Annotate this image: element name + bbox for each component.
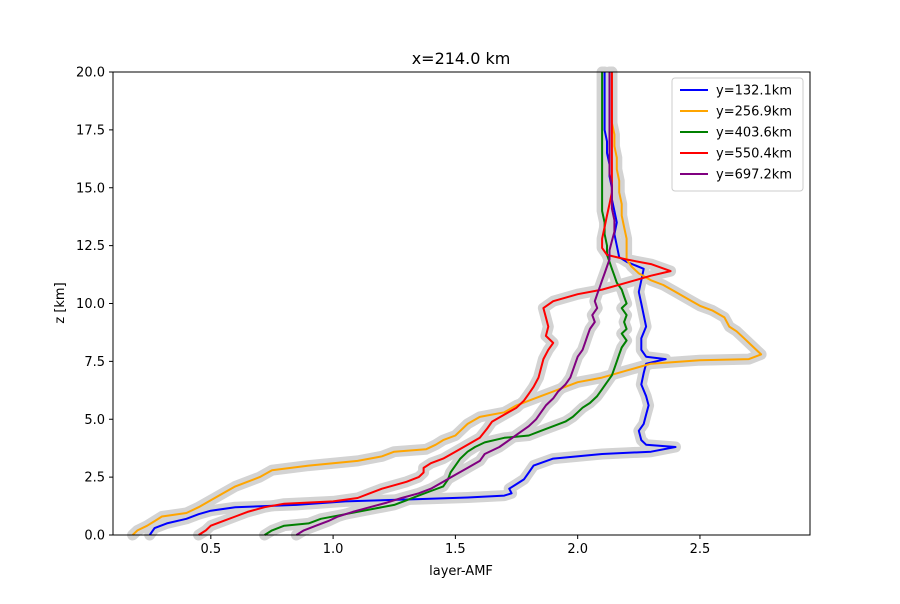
x-tick-label: 1.5 [445,542,466,557]
legend-label: y=550.4km [716,147,792,162]
series-line-3 [264,72,628,536]
chart-title: x=214.0 km [412,49,511,68]
y-tick-label: 5.0 [84,413,105,428]
series-line-2 [131,72,763,536]
series-line-5 [295,72,616,536]
y-tick-label: 7.5 [84,355,105,370]
y-axis-label: z [km] [53,282,68,323]
x-tick-label: 0.5 [200,542,221,557]
x-tick-label: 2.0 [567,542,588,557]
y-axis: 0.0 2.5 5.0 7.5 10.0 12.5 15.0 17.5 20.0 [76,66,113,544]
legend-label: y=697.2km [716,168,792,183]
legend: y=132.1km y=256.9km y=403.6km y=550.4km y=69… [671,77,804,192]
y-tick-label: 10.0 [76,297,105,312]
x-axis: 0.5 1.0 1.5 2.0 2.5 [200,535,710,557]
x-tick-label: 2.5 [690,542,711,557]
y-tick-label: 0.0 [84,529,105,544]
y-tick-label: 20.0 [76,66,105,81]
y-tick-label: 2.5 [84,471,105,486]
series-lines [131,72,763,536]
y-tick-label: 12.5 [76,239,105,254]
legend-label: y=403.6km [716,126,792,141]
y-tick-label: 17.5 [76,123,105,138]
x-tick-label: 1.0 [323,542,344,557]
y-tick-label: 15.0 [76,181,105,196]
legend-box [671,77,804,192]
legend-label: y=132.1km [716,84,792,99]
x-axis-label: layer-AMF [429,564,493,579]
legend-label: y=256.9km [716,105,792,120]
